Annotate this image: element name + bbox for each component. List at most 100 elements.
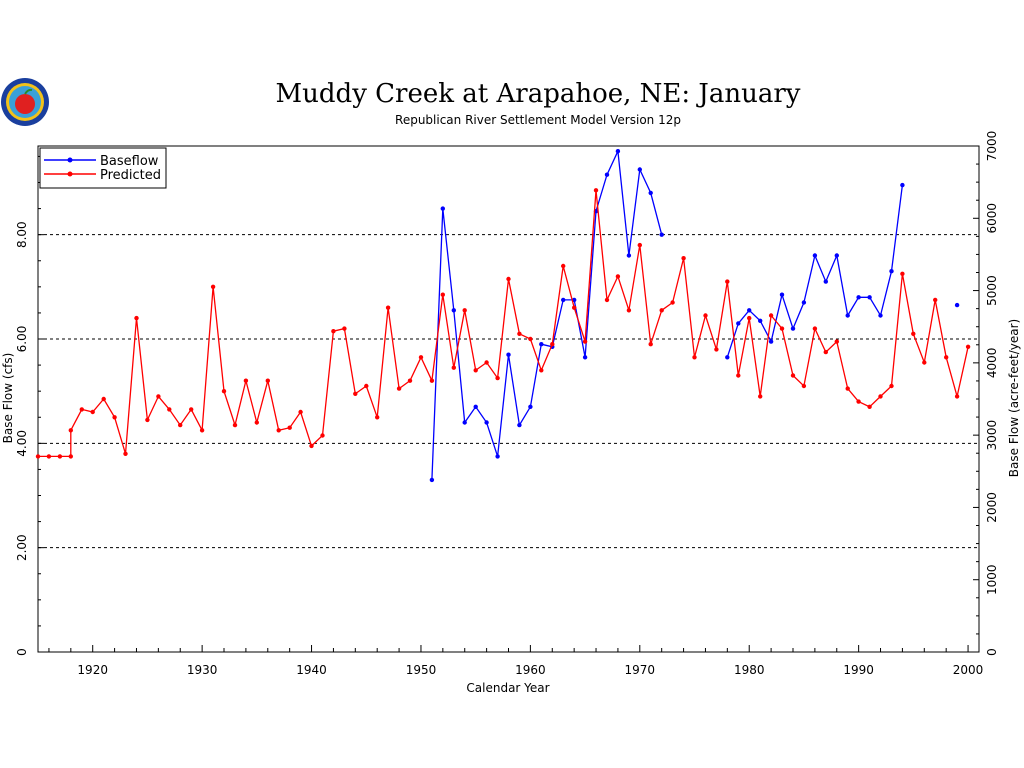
data-point-baseflow bbox=[801, 300, 807, 305]
data-point-predicted bbox=[714, 347, 719, 352]
x-tick-label: 1970 bbox=[625, 663, 656, 677]
x-tick-label: 1950 bbox=[406, 663, 437, 677]
data-point-baseflow bbox=[462, 420, 467, 425]
data-point-predicted bbox=[506, 276, 511, 282]
data-point-baseflow bbox=[506, 352, 511, 357]
data-point-predicted bbox=[659, 308, 664, 313]
data-point-baseflow bbox=[736, 321, 741, 326]
data-point-predicted bbox=[254, 420, 259, 425]
data-point-baseflow bbox=[604, 172, 610, 177]
data-point-predicted bbox=[473, 368, 478, 373]
chart-subtitle: Republican River Settlement Model Versio… bbox=[395, 113, 681, 127]
data-point-predicted bbox=[112, 415, 117, 420]
data-point-predicted bbox=[747, 315, 752, 321]
y2-tick-label: 2000 bbox=[985, 492, 999, 523]
x-tick-label: 1940 bbox=[296, 663, 327, 677]
data-point-baseflow bbox=[637, 167, 642, 172]
data-point-predicted bbox=[396, 386, 402, 391]
data-point-predicted bbox=[593, 188, 599, 193]
data-point-predicted bbox=[407, 378, 413, 383]
data-point-predicted bbox=[779, 326, 785, 331]
data-point-baseflow bbox=[561, 297, 566, 303]
data-point-baseflow bbox=[878, 313, 883, 318]
legend-label-predicted: Predicted bbox=[100, 168, 161, 183]
x-tick-label: 1920 bbox=[77, 663, 108, 677]
data-point-predicted bbox=[867, 404, 872, 409]
series-predicted bbox=[35, 188, 971, 459]
y2-tick-label: 4000 bbox=[985, 348, 999, 379]
data-point-predicted bbox=[221, 389, 227, 394]
chart-title: Muddy Creek at Arapahoe, NE: January bbox=[276, 79, 801, 109]
data-point-baseflow bbox=[758, 318, 763, 323]
data-point-predicted bbox=[35, 454, 41, 459]
data-point-predicted bbox=[812, 326, 818, 331]
data-point-baseflow bbox=[856, 295, 861, 300]
y2-tick-label: 1000 bbox=[985, 564, 999, 595]
data-point-predicted bbox=[178, 422, 183, 428]
data-point-predicted bbox=[539, 368, 544, 373]
data-point-predicted bbox=[123, 451, 128, 456]
y-axis-label: Base Flow (cfs) bbox=[1, 353, 15, 444]
data-point-predicted bbox=[900, 271, 905, 276]
x-axis-label: Calendar Year bbox=[466, 681, 549, 695]
data-point-predicted bbox=[561, 263, 566, 269]
data-point-predicted bbox=[965, 344, 971, 349]
data-point-predicted bbox=[156, 394, 161, 399]
data-point-predicted bbox=[823, 349, 828, 355]
data-point-predicted bbox=[670, 300, 675, 305]
x-tick-label: 1990 bbox=[843, 663, 874, 677]
data-point-predicted bbox=[418, 355, 424, 360]
legend: Baseflow Predicted bbox=[39, 147, 167, 189]
data-point-predicted bbox=[801, 383, 807, 389]
data-point-predicted bbox=[495, 375, 500, 381]
x-tick-label: 1930 bbox=[187, 663, 218, 677]
data-point-predicted bbox=[681, 256, 686, 261]
data-point-predicted bbox=[90, 409, 95, 415]
plot-frame bbox=[37, 145, 980, 653]
x-tick-label: 1960 bbox=[515, 663, 546, 677]
y-axis-right: 0 1000 2000 3000 4000 5000 6000 7000 bbox=[973, 131, 999, 656]
data-point-predicted bbox=[604, 297, 610, 303]
data-point-predicted bbox=[440, 292, 445, 297]
y-tick-label: 4.00 bbox=[15, 430, 29, 457]
data-point-baseflow bbox=[747, 308, 752, 313]
data-point-predicted bbox=[331, 329, 336, 334]
data-point-baseflow bbox=[725, 355, 730, 360]
y2-tick-label: 3000 bbox=[985, 420, 999, 451]
data-point-predicted bbox=[889, 383, 894, 389]
data-point-predicted bbox=[758, 394, 763, 399]
data-point-predicted bbox=[856, 399, 861, 404]
data-point-baseflow bbox=[823, 279, 828, 284]
data-point-predicted bbox=[364, 383, 369, 389]
data-point-predicted bbox=[878, 394, 883, 399]
data-point-predicted bbox=[834, 339, 839, 344]
data-point-predicted bbox=[582, 339, 588, 344]
data-point-predicted bbox=[845, 386, 850, 391]
data-point-baseflow bbox=[528, 404, 533, 409]
data-point-predicted bbox=[517, 331, 522, 336]
data-point-predicted bbox=[648, 342, 653, 347]
series-layer bbox=[35, 148, 971, 483]
data-point-predicted bbox=[637, 242, 642, 248]
data-point-predicted bbox=[298, 409, 303, 415]
data-point-baseflow bbox=[954, 302, 960, 308]
data-point-baseflow bbox=[768, 339, 774, 344]
y-tick-label: 6.00 bbox=[15, 326, 29, 353]
y2-axis-label: Base Flow (acre-feet/year) bbox=[1007, 319, 1021, 477]
data-point-predicted bbox=[167, 407, 172, 412]
data-point-predicted bbox=[276, 428, 281, 433]
data-point-baseflow bbox=[659, 232, 664, 237]
data-point-predicted bbox=[944, 355, 949, 360]
data-point-predicted bbox=[342, 326, 347, 331]
data-point-baseflow bbox=[539, 342, 544, 347]
data-point-predicted bbox=[320, 433, 325, 438]
data-point-predicted bbox=[725, 279, 730, 284]
data-point-predicted bbox=[484, 360, 489, 365]
data-point-predicted bbox=[145, 417, 150, 423]
data-point-predicted bbox=[57, 454, 63, 459]
series-line-predicted bbox=[38, 190, 969, 458]
data-point-baseflow bbox=[517, 422, 522, 428]
data-point-baseflow bbox=[845, 313, 850, 318]
y-tick-label: 8.00 bbox=[15, 221, 29, 248]
